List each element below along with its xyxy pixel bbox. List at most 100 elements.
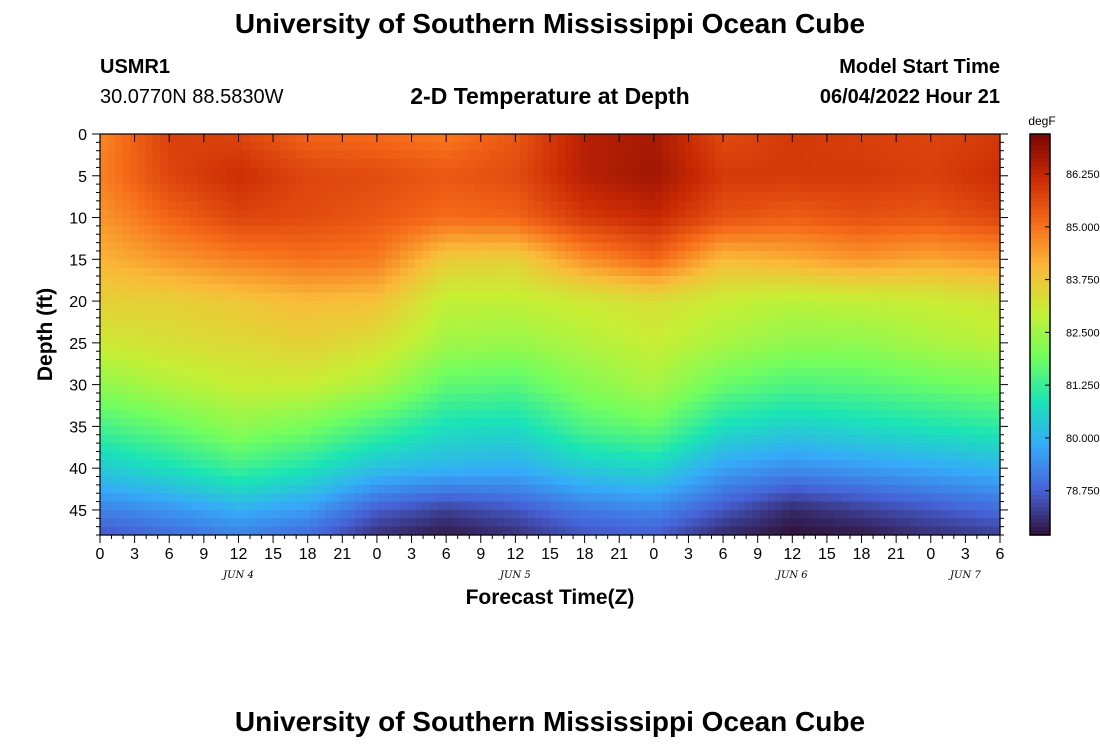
heat-cell [940,259,949,269]
heat-cell [827,217,836,227]
heat-cell [475,326,484,336]
heat-cell [355,301,364,311]
heat-cell [182,175,191,185]
heat-cell [985,134,994,143]
heat-cell [887,376,896,386]
heat-cell [805,259,814,269]
heat-cell [400,426,409,436]
heat-cell [610,242,619,252]
heat-cell [820,200,829,210]
heat-cell [655,317,664,327]
heat-cell [835,342,844,352]
heat-cell [647,217,656,227]
heat-cell [152,217,161,227]
heat-cell [985,342,994,352]
heat-cell [775,217,784,227]
heat-cell [595,200,604,210]
heat-cell [625,384,634,394]
heat-cell [572,259,581,269]
heat-cell [895,167,904,177]
heat-cell [377,242,386,252]
heat-cell [692,468,701,478]
heat-cell [850,334,859,344]
heat-cell [145,192,154,202]
heat-cell [385,234,394,244]
heat-cell [392,468,401,478]
heat-cell [797,225,806,235]
heat-cell [235,359,244,369]
heat-cell [850,434,859,444]
heat-cell [130,159,139,169]
heat-cell [970,342,979,352]
heat-cell [212,284,221,294]
heat-cell [475,334,484,344]
heat-cell [460,276,469,285]
heat-cell [722,301,731,311]
heat-cell [317,326,326,336]
heat-cell [317,276,326,285]
heat-cell [550,150,559,160]
heat-cell [850,426,859,436]
heat-cell [805,317,814,327]
heat-cell [617,451,626,461]
heat-cell [280,234,289,244]
heat-cell [557,192,566,202]
heat-cell [460,225,469,235]
heat-cell [715,267,724,277]
heat-cell [137,192,146,202]
heat-cell [347,276,356,285]
heat-cell [542,351,551,361]
heat-cell [977,426,986,436]
heat-cell [527,284,536,294]
heat-cell [805,242,814,252]
heat-cell [107,167,116,177]
heat-cell [355,326,364,336]
heat-cell [430,284,439,294]
heat-cell [310,476,319,486]
heat-cell [550,342,559,352]
heat-cell [970,384,979,394]
heat-cell [430,242,439,252]
heat-cell [527,359,536,369]
heat-cell [535,301,544,311]
heat-cell [632,476,641,486]
heat-cell [730,367,739,377]
heat-cell [535,326,544,336]
heat-cell [625,200,634,210]
heat-cell [385,443,394,453]
heat-cell [790,367,799,377]
heat-cell [707,367,716,377]
heat-cell [512,342,521,352]
heat-cell [557,401,566,411]
heat-cell [505,376,514,386]
heat-cell [715,459,724,469]
heat-cell [910,418,919,427]
heat-cell [415,476,424,486]
heat-cell [385,159,394,169]
heat-cell [842,267,851,277]
heat-cell [235,134,244,143]
heat-cell [100,409,109,419]
heat-cell [220,309,229,319]
heat-cell [377,326,386,336]
heat-cell [400,267,409,277]
heat-cell [617,401,626,411]
heat-cell [295,392,304,402]
heat-cell [730,376,739,386]
heat-cell [962,200,971,210]
heat-cell [257,134,266,143]
heat-cell [460,234,469,244]
heat-cell [535,259,544,269]
heat-cell [587,192,596,202]
heat-cell [550,434,559,444]
heat-cell [257,301,266,311]
heat-cell [490,267,499,277]
heat-cell [347,476,356,486]
heat-cell [347,192,356,202]
heat-cell [220,234,229,244]
heat-cell [587,317,596,327]
heat-cell [887,167,896,177]
heat-cell [250,426,259,436]
heat-cell [280,267,289,277]
heat-cell [452,309,461,319]
